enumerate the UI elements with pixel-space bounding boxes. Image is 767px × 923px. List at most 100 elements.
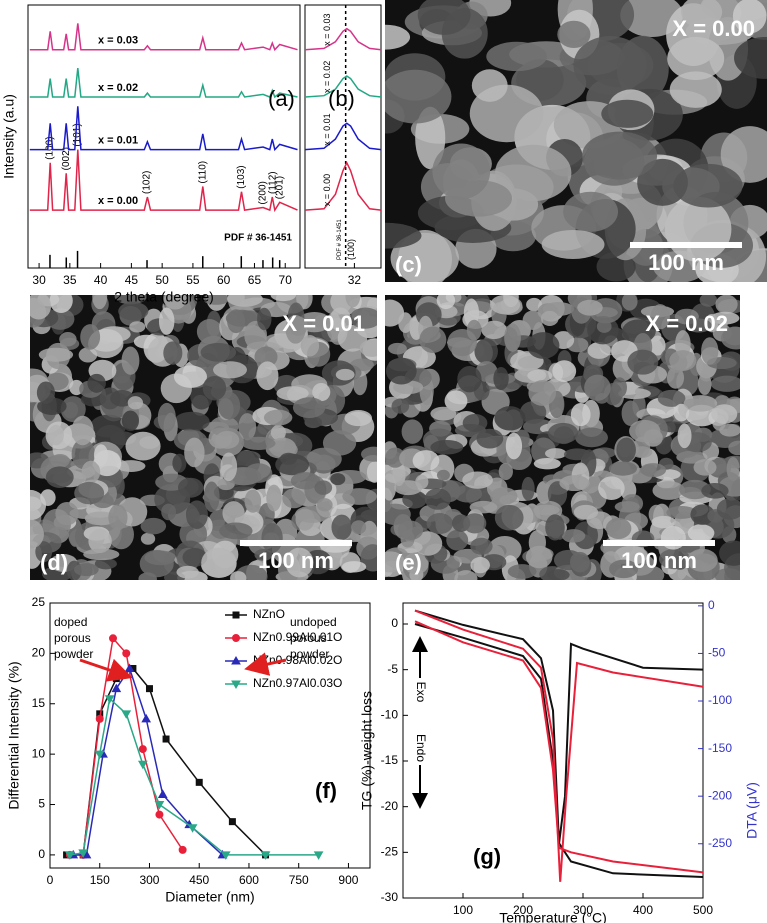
annotation: undoped — [290, 615, 337, 629]
panel-label: (a) — [268, 86, 295, 111]
grain — [385, 503, 411, 526]
grain — [116, 460, 146, 472]
y-tick-label: -5 — [387, 662, 398, 676]
series-label: x = 0.01 — [98, 135, 138, 147]
grain — [419, 326, 447, 354]
grain — [732, 0, 767, 34]
grain — [658, 548, 691, 570]
grain — [504, 323, 521, 352]
x-tick-label: 450 — [189, 873, 209, 887]
legend-marker — [232, 634, 240, 642]
grain — [161, 503, 177, 521]
series-label: x = 0.01 — [322, 113, 332, 145]
marker — [122, 649, 131, 658]
y2-tick-label: -150 — [708, 741, 732, 755]
grain — [391, 398, 410, 414]
annotation: Exo — [414, 682, 428, 703]
grain — [257, 307, 272, 331]
grain — [263, 409, 293, 426]
x-tick-label: 400 — [633, 903, 653, 917]
grain — [673, 163, 743, 208]
y-tick-label: 0 — [391, 616, 398, 630]
series-line — [29, 23, 298, 52]
grain — [401, 419, 424, 444]
grain — [561, 529, 586, 543]
x-tick-label: 0 — [47, 873, 54, 887]
grain — [657, 389, 686, 407]
series-line — [29, 106, 298, 152]
grain — [121, 410, 139, 432]
grain — [266, 484, 282, 512]
grain — [687, 524, 715, 542]
grain — [398, 312, 413, 333]
grain — [359, 339, 377, 357]
series-label: x = 0.02 — [98, 82, 138, 94]
grain — [36, 381, 55, 405]
grain — [330, 473, 346, 486]
series-line — [66, 667, 267, 856]
grain — [584, 374, 611, 401]
grain — [640, 463, 667, 478]
grain — [40, 489, 56, 506]
grain — [616, 437, 636, 463]
grain — [163, 295, 187, 310]
grain — [385, 24, 411, 50]
grain — [454, 570, 478, 580]
panel-label: (c) — [395, 252, 422, 277]
grain — [446, 529, 469, 551]
series-line — [304, 161, 382, 211]
peak-label: (103) — [236, 165, 247, 188]
grain — [118, 301, 149, 321]
grain — [494, 504, 524, 531]
grain — [337, 324, 368, 352]
grain — [666, 505, 697, 519]
grain — [612, 377, 627, 398]
image-label: X = 0.00 — [672, 16, 755, 41]
grain — [45, 421, 73, 450]
grain — [30, 519, 44, 549]
grain — [176, 565, 199, 579]
image-label: X = 0.01 — [282, 311, 365, 336]
legend-label: NZnO — [253, 607, 285, 621]
grain — [426, 512, 454, 535]
plot-frame — [402, 602, 704, 899]
grain — [38, 347, 74, 362]
grain — [74, 481, 105, 505]
legend-marker — [231, 680, 241, 690]
marker — [94, 750, 105, 760]
grain — [528, 380, 557, 406]
grain — [690, 504, 715, 525]
series-label: x = 0.03 — [322, 13, 332, 45]
peak-label: (101) — [72, 123, 83, 146]
grain — [157, 402, 176, 433]
grain — [226, 295, 263, 307]
grain — [125, 431, 161, 461]
grain — [693, 459, 717, 476]
grain — [503, 295, 519, 308]
grain — [140, 532, 156, 545]
grain — [213, 361, 247, 379]
grain — [526, 297, 543, 312]
grain — [570, 402, 591, 427]
annotation-arrow — [244, 652, 287, 676]
x-tick-label: 500 — [693, 903, 713, 917]
annotation: doped — [54, 615, 87, 629]
grain — [196, 319, 223, 345]
grain — [476, 428, 504, 449]
x-tick-label: 32 — [348, 273, 362, 287]
panel-label: (d) — [40, 550, 68, 575]
grain — [45, 466, 74, 488]
grain — [697, 373, 712, 395]
scale-bar — [603, 540, 715, 546]
image-label: X = 0.02 — [645, 311, 728, 336]
grain — [290, 472, 321, 490]
grain — [230, 571, 247, 580]
grain — [87, 373, 106, 393]
grain — [719, 540, 740, 566]
grain — [276, 386, 309, 401]
peak-label: (112) — [267, 171, 278, 194]
grain — [388, 342, 407, 355]
series-line — [414, 620, 704, 874]
grain — [687, 548, 718, 572]
marker — [220, 851, 231, 860]
